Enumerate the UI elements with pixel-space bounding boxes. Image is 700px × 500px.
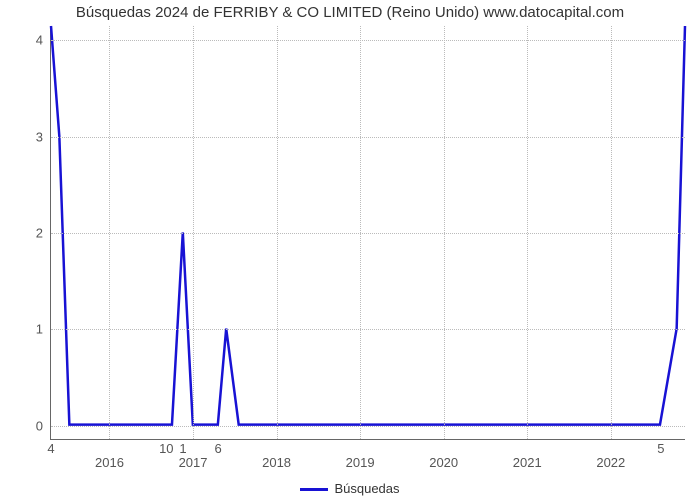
grid-line-v (360, 26, 361, 439)
grid-line-h (51, 233, 685, 234)
y-tick-label: 0 (36, 418, 51, 433)
y-tick-label: 4 (36, 33, 51, 48)
point-label: 10 (159, 439, 173, 456)
grid-line-v (611, 26, 612, 439)
grid-line-h (51, 40, 685, 41)
grid-line-v (527, 26, 528, 439)
point-label: 6 (214, 439, 221, 456)
grid-line-v (277, 26, 278, 439)
x-tick-label: 2022 (596, 439, 625, 470)
legend: Búsquedas (0, 481, 700, 496)
y-tick-label: 1 (36, 322, 51, 337)
grid-line-h (51, 329, 685, 330)
chart-title: Búsquedas 2024 de FERRIBY & CO LIMITED (… (0, 4, 700, 21)
y-tick-label: 3 (36, 129, 51, 144)
grid-line-h (51, 426, 685, 427)
grid-line-v (109, 26, 110, 439)
grid-line-v (193, 26, 194, 439)
grid-line-v (444, 26, 445, 439)
x-tick-label: 2018 (262, 439, 291, 470)
grid-line-h (51, 137, 685, 138)
point-label: 1 (179, 439, 186, 456)
point-label: 5 (657, 439, 664, 456)
x-tick-label: 2016 (95, 439, 124, 470)
chart-container: Búsquedas 2024 de FERRIBY & CO LIMITED (… (0, 0, 700, 500)
legend-label: Búsquedas (334, 481, 399, 496)
legend-swatch (300, 488, 328, 491)
y-tick-label: 2 (36, 226, 51, 241)
point-label: 4 (47, 439, 54, 456)
x-tick-label: 2020 (429, 439, 458, 470)
x-tick-label: 2019 (346, 439, 375, 470)
x-tick-label: 2021 (513, 439, 542, 470)
plot-area: 012342016201720182019202020212022101654 (50, 26, 685, 440)
